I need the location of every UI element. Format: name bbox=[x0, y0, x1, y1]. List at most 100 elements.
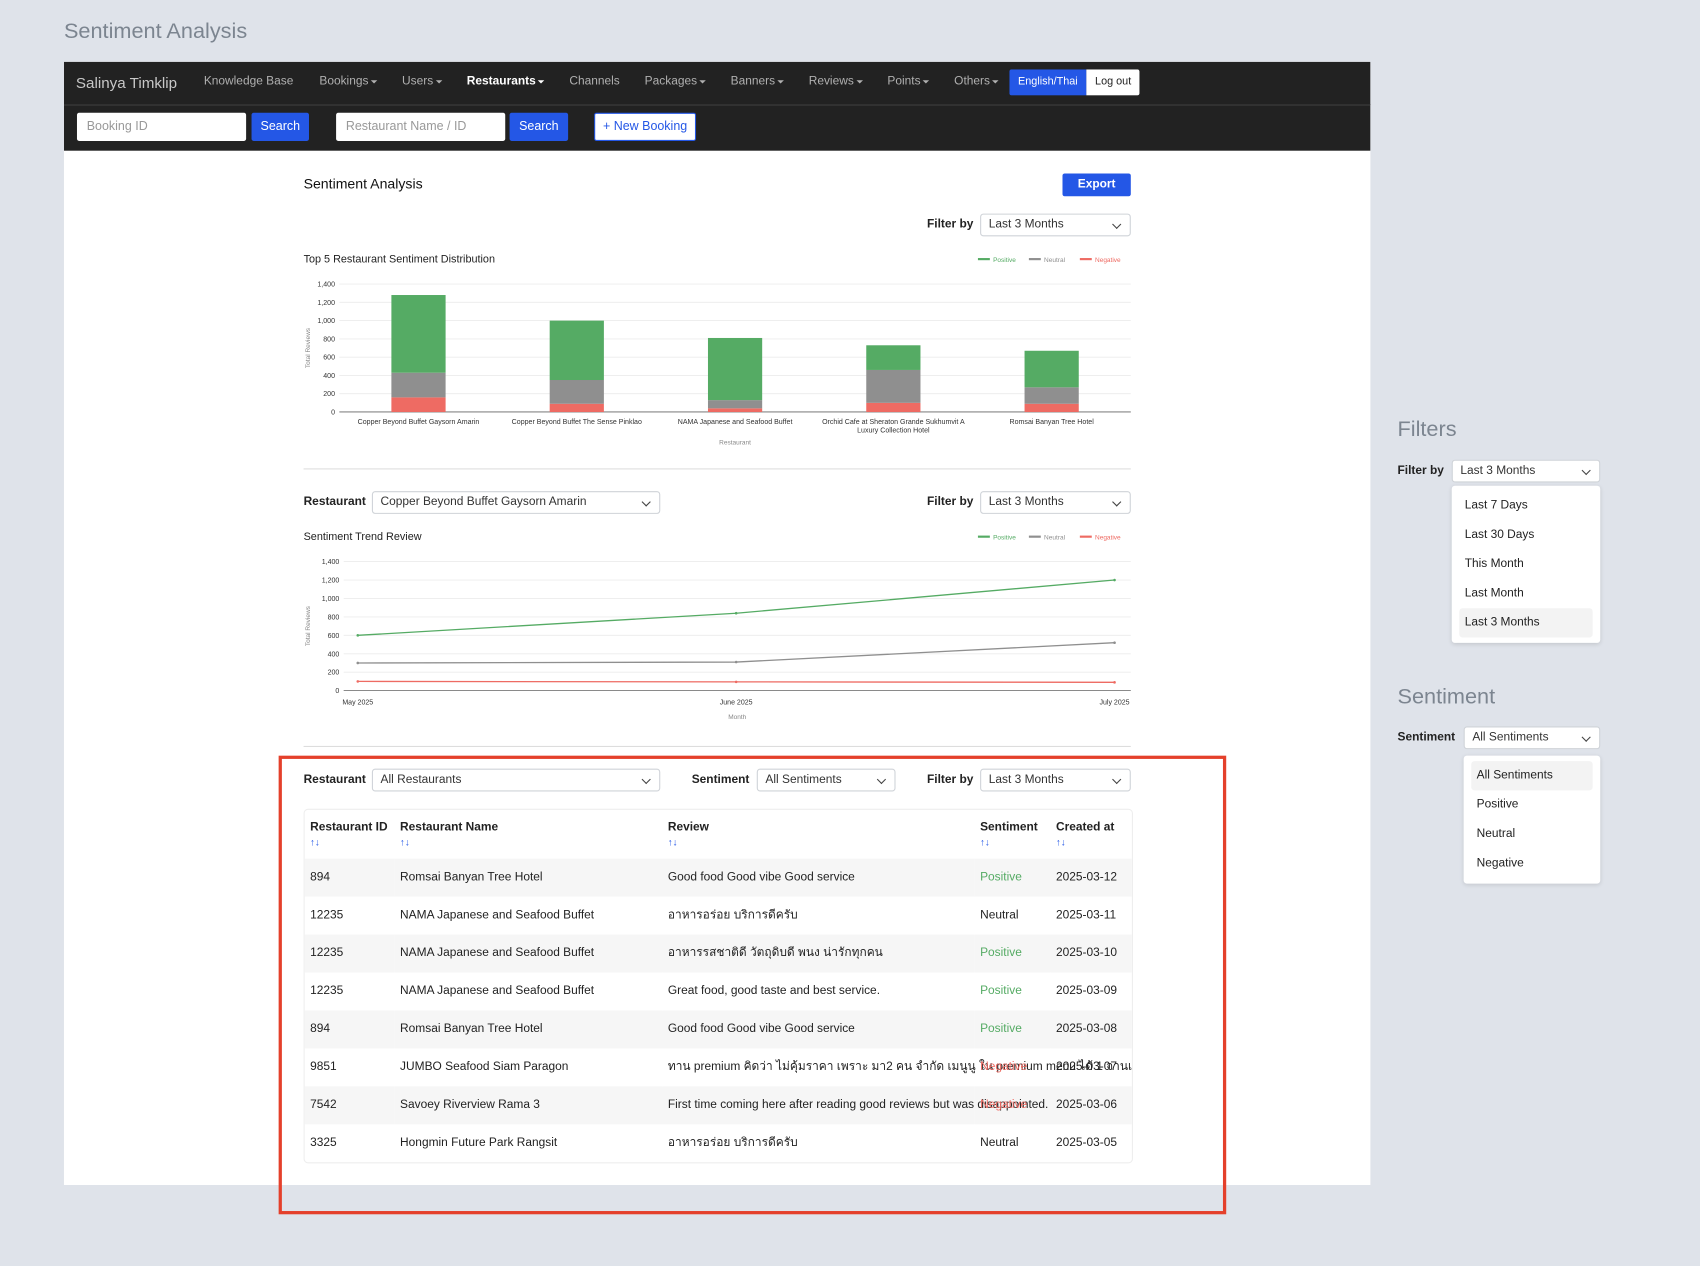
dropdown-option[interactable]: Positive bbox=[1476, 797, 1519, 811]
table-cell: NAMA Japanese and Seafood Buffet bbox=[394, 934, 663, 973]
restaurant-select[interactable]: All Restaurants bbox=[371, 768, 661, 792]
sort-icon[interactable]: ↑↓ bbox=[980, 836, 990, 848]
nav-item[interactable]: Reviews bbox=[809, 75, 863, 88]
sort-icon[interactable]: ↑↓ bbox=[1055, 836, 1066, 848]
nav-item[interactable]: Channels bbox=[569, 75, 619, 88]
nav-item[interactable]: Points bbox=[887, 74, 930, 88]
table-cell: Neutral bbox=[980, 1136, 1019, 1150]
nav-label: Points bbox=[887, 74, 921, 88]
table-cell: Good food Good vibe Good service bbox=[662, 1010, 975, 1049]
table-row: 894 Romsai Banyan Tree Hotel Good food Goo… bbox=[304, 1010, 1132, 1049]
table-cell: First time coming here after reading goo… bbox=[662, 1086, 1048, 1125]
nav-items: Knowledge Base Bookings Users Restaurants Ch… bbox=[204, 75, 1024, 88]
table-cell: 2025-03-12 bbox=[1050, 858, 1132, 897]
y-tick-label: 800 bbox=[323, 336, 335, 343]
navbar: Salinya Timklip Knowledge Base Bookings Us… bbox=[63, 61, 1371, 106]
nav-item[interactable]: Banners bbox=[731, 75, 784, 88]
table-cell: 2025-03-05 bbox=[1055, 1136, 1118, 1150]
dropdown-option[interactable]: Last 3 Months bbox=[1459, 608, 1593, 638]
trend-point bbox=[356, 661, 360, 665]
dropdown-option[interactable]: This Month bbox=[1464, 557, 1524, 571]
x-tick-label: June 2025 bbox=[720, 700, 753, 707]
export-button[interactable]: Export bbox=[1062, 173, 1131, 197]
caret bbox=[537, 79, 545, 84]
filter-select[interactable]: Last 3 Months bbox=[1451, 459, 1601, 483]
column-header[interactable]: Created at ↑↓ bbox=[1051, 810, 1132, 859]
x-axis-label: Month bbox=[728, 714, 746, 721]
search-button[interactable]: Search bbox=[509, 112, 569, 141]
filter-label: Filter by bbox=[926, 773, 974, 787]
nav-right: English/Thai Log out bbox=[1009, 69, 1140, 96]
filter-select[interactable]: Last 3 Months bbox=[980, 491, 1131, 514]
trend-point bbox=[734, 680, 738, 684]
sort-icon[interactable]: ↑↓ bbox=[310, 836, 320, 848]
column-header[interactable]: Restaurant ID ↑↓ bbox=[305, 810, 395, 859]
y-tick-label: 1,000 bbox=[317, 318, 335, 325]
dropdown-option[interactable]: Neutral bbox=[1476, 827, 1516, 841]
logout-button[interactable]: Log out bbox=[1086, 69, 1140, 96]
nav-item[interactable]: Knowledge Base bbox=[204, 75, 294, 88]
trend-point bbox=[734, 660, 738, 664]
chart-svg: Sentiment Trend Review Positive Neutral Neg… bbox=[304, 531, 1131, 721]
nav-item[interactable]: Others bbox=[954, 75, 999, 88]
column-header[interactable]: Review ↑↓ bbox=[662, 810, 974, 859]
table-cell: Hongmin Future Park Rangsit bbox=[400, 1136, 558, 1150]
booking-input[interactable]: Booking ID bbox=[76, 112, 247, 141]
caret bbox=[855, 79, 863, 84]
column-header[interactable]: Sentiment ↑↓ bbox=[975, 810, 1051, 859]
select-value: All Sentiments bbox=[1472, 730, 1549, 744]
bar-segment bbox=[1024, 350, 1079, 388]
dropdown-option[interactable]: Last 7 Days bbox=[1464, 498, 1528, 512]
sentiment-select[interactable]: All Sentiments bbox=[756, 768, 896, 792]
side-heading: Sentiment bbox=[1397, 685, 1496, 710]
filter-select[interactable]: Last 3 Months bbox=[980, 768, 1131, 792]
table-row: 9851 JUMBO Seafood Siam Paragon ทาน premiu… bbox=[305, 1048, 1132, 1086]
sort-icon[interactable]: ↑↓ bbox=[667, 836, 678, 848]
column-header[interactable]: Restaurant Name ↑↓ bbox=[395, 810, 663, 859]
table-cell: Positive bbox=[974, 858, 1051, 897]
restaurant-input[interactable]: Restaurant Name / ID bbox=[336, 112, 506, 141]
distribution-chart: Top 5 Restaurant Sentiment Distribution P… bbox=[304, 252, 1131, 458]
x-tick-label: Copper Beyond Buffet Gaysorn Amarin bbox=[357, 418, 480, 427]
dropdown-option[interactable]: Last 30 Days bbox=[1464, 527, 1535, 542]
table-cell: 894 bbox=[304, 1010, 395, 1049]
caret bbox=[777, 79, 784, 84]
nav-item[interactable]: Users bbox=[402, 75, 442, 88]
search-button[interactable]: Search bbox=[251, 112, 309, 141]
restaurant-select[interactable]: Copper Beyond Buffet Gaysorn Amarin bbox=[371, 491, 661, 514]
dropdown-option[interactable]: Negative bbox=[1476, 856, 1524, 870]
filter-select[interactable]: Last 3 Months bbox=[980, 213, 1131, 237]
bar-segment bbox=[1024, 387, 1079, 404]
dropdown-option[interactable]: All Sentiments bbox=[1471, 761, 1593, 791]
x-tick-label: May 2025 bbox=[342, 700, 373, 707]
table-cell: 12235 bbox=[310, 984, 344, 998]
nav-item[interactable]: Packages bbox=[645, 75, 706, 88]
nav-item[interactable]: Restaurants bbox=[467, 75, 545, 88]
table-cell: อาหารอร่อย บริการดีครับ bbox=[667, 908, 798, 922]
new-booking-button[interactable]: + New Booking bbox=[594, 112, 697, 141]
y-tick-label: 200 bbox=[323, 391, 335, 398]
select-value: Last 3 Months bbox=[988, 217, 1064, 231]
caret bbox=[435, 79, 442, 84]
filter-label: Filter by bbox=[926, 217, 974, 231]
sentiment-select[interactable]: All Sentiments bbox=[1463, 726, 1601, 750]
bar-segment bbox=[866, 402, 921, 412]
nav-item[interactable]: Bookings bbox=[319, 74, 378, 88]
select-value: Last 3 Months bbox=[1460, 464, 1536, 478]
table-cell: Positive bbox=[974, 1010, 1051, 1049]
table-cell: Negative bbox=[974, 1086, 1051, 1125]
column-title: Sentiment bbox=[980, 820, 1038, 834]
sort-icon[interactable]: ↑↓ bbox=[400, 836, 410, 848]
table-cell: 12235 bbox=[304, 934, 395, 973]
language-button[interactable]: English/Thai bbox=[1009, 69, 1087, 96]
table-cell: NAMA Japanese and Seafood Buffet bbox=[400, 908, 595, 922]
bar-segment bbox=[549, 403, 604, 412]
brand[interactable]: Salinya Timklip bbox=[75, 73, 178, 92]
filter-dropdown: Last 7 Days Last 30 Days This Month Last Mo… bbox=[1451, 485, 1601, 643]
sentiment-label: Sentiment bbox=[1397, 730, 1456, 744]
highlight-box bbox=[278, 755, 1227, 1215]
dropdown-option[interactable]: Last Month bbox=[1464, 586, 1524, 600]
bar-segment bbox=[549, 320, 604, 381]
nav-label: Bookings bbox=[319, 74, 369, 88]
